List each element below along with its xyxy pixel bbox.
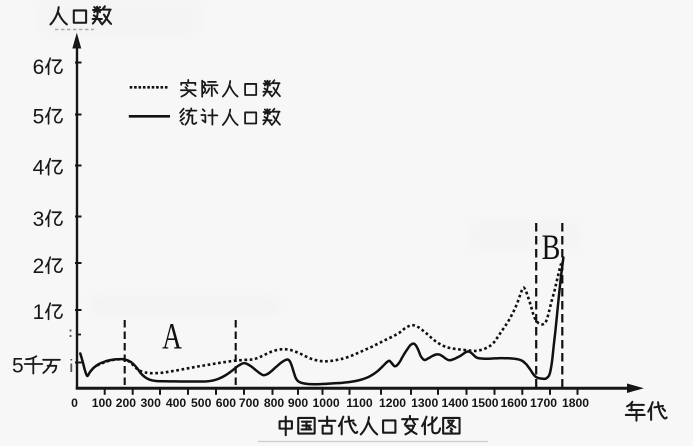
- svg-text:1000: 1000: [313, 396, 340, 410]
- svg-text:3: 3: [33, 208, 45, 231]
- svg-text:900: 900: [288, 396, 309, 410]
- svg-text:1700: 1700: [530, 396, 557, 410]
- svg-text:100: 100: [92, 396, 113, 410]
- svg-text:1400: 1400: [441, 396, 468, 410]
- svg-text:A: A: [162, 316, 182, 357]
- svg-text:2: 2: [33, 255, 45, 278]
- svg-text:300: 300: [141, 396, 162, 410]
- svg-text:1800: 1800: [562, 396, 589, 410]
- svg-text:800: 800: [264, 396, 285, 410]
- svg-text:0: 0: [71, 396, 78, 410]
- svg-text:600: 600: [216, 396, 237, 410]
- svg-text:1100: 1100: [346, 396, 373, 410]
- svg-text:700: 700: [239, 396, 260, 410]
- svg-text:500: 500: [191, 396, 212, 410]
- svg-text:4: 4: [33, 156, 45, 179]
- svg-text:400: 400: [166, 396, 187, 410]
- svg-text:B: B: [542, 227, 561, 267]
- svg-text:1200: 1200: [379, 396, 406, 410]
- svg-text:5: 5: [12, 355, 24, 378]
- svg-text:1300: 1300: [411, 396, 438, 410]
- svg-text:6: 6: [33, 56, 45, 79]
- svg-text:200: 200: [116, 396, 137, 410]
- svg-text:1500: 1500: [471, 396, 498, 410]
- svg-text:1: 1: [33, 301, 45, 324]
- svg-text:1600: 1600: [500, 396, 527, 410]
- svg-text:5: 5: [33, 105, 45, 128]
